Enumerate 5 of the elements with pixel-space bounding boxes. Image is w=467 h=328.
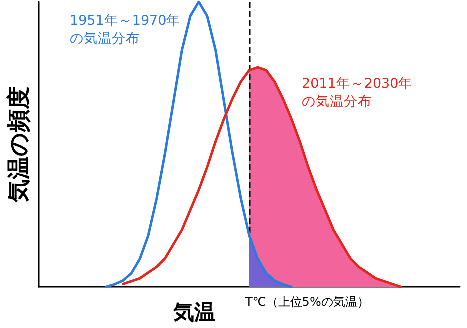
x-axis-title: 気温 [172, 300, 216, 324]
y-axis-title: 気温の頻度 [6, 86, 32, 204]
series-label: 2011年～2030年の気温分布 [302, 76, 413, 110]
series-label: 1951年～1970年の気温分布 [70, 13, 181, 47]
text: T℃（上位5%の気温） [244, 295, 370, 310]
